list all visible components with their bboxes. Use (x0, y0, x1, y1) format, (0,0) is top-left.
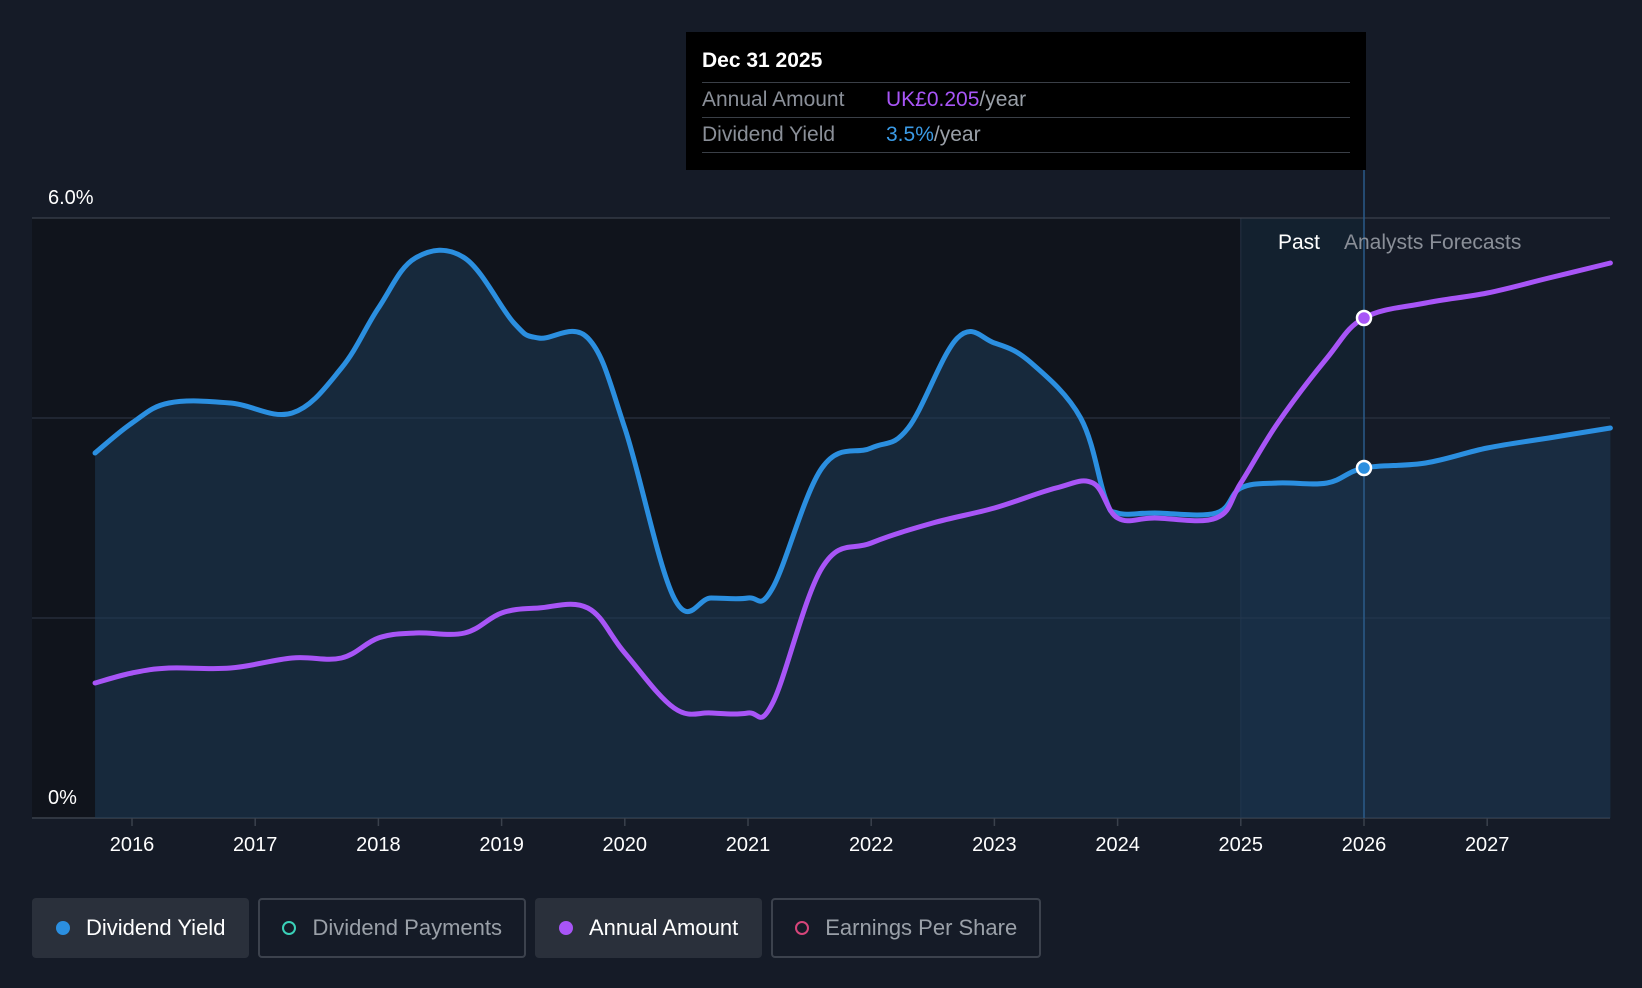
legend-dividend-yield[interactable]: Dividend Yield (32, 898, 250, 958)
tooltip-yield-row: Dividend Yield 3.5% /year (702, 118, 1350, 153)
highlight-markers (1355, 170, 1373, 818)
series-lines (92, 247, 1613, 720)
legend-dot-icon (56, 921, 70, 935)
legend-label: Annual Amount (588, 915, 739, 940)
x-tick-label: 2019 (479, 834, 524, 856)
dividend-yield-line (92, 247, 1613, 615)
legend-annual-amount[interactable]: Annual Amount (534, 898, 763, 958)
y-tick-label: 6.0% (48, 187, 94, 209)
legend: Dividend Yield Dividend Payments Annual … (32, 898, 1050, 958)
legend-earnings-per-share[interactable]: Earnings Per Share (771, 898, 1042, 958)
tooltip-yield-unit: /year (933, 123, 981, 146)
x-tick-label: 2017 (233, 834, 278, 856)
highlight-point (1355, 309, 1373, 327)
forecast-label: Analysts Forecasts (1344, 231, 1521, 254)
tooltip-annual-unit: /year (979, 88, 1027, 111)
axis-labels: 6.0% 0% 2016 2017 2018 2019 2020 2021 2022 2023 20… (48, 187, 1521, 856)
past-label: Past (1278, 231, 1320, 254)
x-tick-label: 2023 (972, 834, 1017, 856)
tooltip-yield-value: 3.5% (886, 123, 934, 146)
x-tick-label: 2024 (1095, 834, 1140, 856)
x-tick-label: 2016 (110, 834, 155, 856)
tooltip-date: Dec 31 2025 (702, 46, 1350, 83)
highlight-point (1355, 459, 1373, 477)
x-tick-label: 2027 (1465, 834, 1510, 856)
legend-label: Dividend Payments (312, 915, 502, 940)
x-tick-label: 2020 (603, 834, 648, 856)
legend-dot-icon (558, 921, 573, 935)
tooltip-annual-value: UK£0.205 (886, 88, 980, 111)
tooltip-annual-row: Annual Amount UK£0.205 /year (702, 83, 1350, 118)
legend-circle-icon (282, 921, 297, 935)
x-tick-label: 2018 (356, 834, 401, 856)
legend-label: Earnings Per Share (825, 915, 1018, 940)
tooltip: Dec 31 2025 Annual Amount UK£0.205 /year… (686, 32, 1366, 170)
x-tick-label: 2021 (726, 834, 771, 856)
legend-dividend-payments[interactable]: Dividend Payments (258, 898, 526, 958)
annual-amount-line (92, 260, 1613, 720)
yield-area (95, 250, 1611, 818)
legend-circle-icon (795, 921, 810, 935)
x-tick-label: 2026 (1342, 834, 1387, 856)
tooltip-annual-label: Annual Amount (702, 88, 845, 111)
legend-label: Dividend Yield (86, 915, 226, 940)
tooltip-yield-label: Dividend Yield (702, 123, 836, 146)
dividend-yield-area (95, 250, 1611, 818)
x-tick-label: 2025 (1219, 834, 1264, 856)
y-tick-label: 0% (48, 787, 77, 809)
x-tick-label: 2022 (849, 834, 894, 856)
